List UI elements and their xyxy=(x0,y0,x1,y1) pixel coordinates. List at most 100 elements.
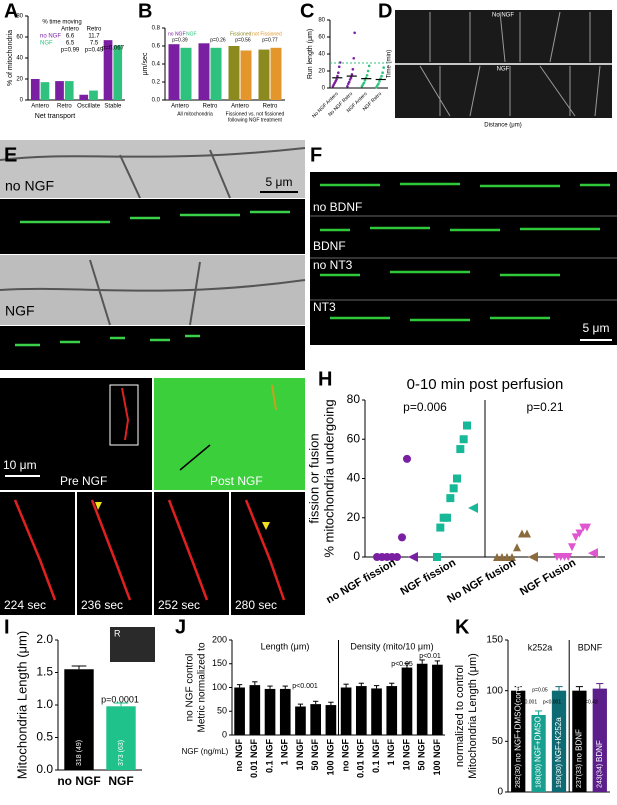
mito xyxy=(20,210,290,224)
x-tick-label: Antero xyxy=(31,104,49,110)
panel-label: I xyxy=(4,616,10,638)
group-label: k252a xyxy=(528,642,553,652)
annotation: p=0.001 xyxy=(519,699,537,705)
x-tick-label: No NGF fusion xyxy=(445,557,518,606)
annotation: 11.7 xyxy=(88,34,100,40)
bar xyxy=(355,686,367,735)
point xyxy=(337,71,340,74)
bar xyxy=(310,704,322,735)
bar xyxy=(279,688,291,735)
fluor-image xyxy=(0,326,305,370)
y-tick-label: 100 xyxy=(212,682,227,692)
n-label: 188(30) xyxy=(535,764,542,788)
point xyxy=(456,445,465,454)
y-tick-label: 200 xyxy=(212,634,227,644)
point xyxy=(568,543,576,552)
phase-image xyxy=(0,140,305,198)
y-tick-label: 80 xyxy=(318,18,325,24)
x-tick-label: Stable xyxy=(104,104,122,110)
bar xyxy=(103,40,113,100)
panel-label: E xyxy=(4,144,17,166)
mito xyxy=(271,384,277,411)
panel-label: G xyxy=(4,386,20,408)
point xyxy=(380,74,383,78)
annotation: p=0.0001 xyxy=(101,694,139,704)
annotation: p=0.43 xyxy=(582,699,598,705)
bar xyxy=(210,47,222,100)
x-tick-label: NGF fission xyxy=(398,557,458,598)
point xyxy=(337,65,341,69)
annotation: Antero xyxy=(61,27,79,33)
y-tick-label: 20 xyxy=(16,77,23,83)
point xyxy=(353,31,356,35)
neurite xyxy=(0,259,306,326)
bar xyxy=(572,690,587,792)
y-tick-label: 0 xyxy=(20,98,24,104)
bar xyxy=(249,685,261,735)
x-tick-label: 0.1 NGF xyxy=(371,739,381,774)
y-tick-label: 100 xyxy=(486,685,503,696)
bar xyxy=(79,94,89,100)
y-tick-label: 60 xyxy=(318,35,325,41)
panel-label: J xyxy=(175,616,186,638)
bar xyxy=(89,90,98,100)
divider xyxy=(310,215,617,301)
y-tick-label: 1.0 xyxy=(36,697,53,711)
bar xyxy=(30,79,40,100)
point xyxy=(403,454,411,463)
axis-label: Time (min) xyxy=(387,50,393,78)
legend-label: NGF xyxy=(40,41,53,47)
panel-label: B xyxy=(138,0,152,22)
y-tick-label: 50 xyxy=(492,736,504,747)
x-tick-label: no NGF+DMSO(control) xyxy=(513,676,522,762)
point xyxy=(336,74,339,78)
x-tick-label: no NGF xyxy=(57,774,100,788)
n-label: 373 (63) xyxy=(118,740,125,766)
y-tick-label: 50 xyxy=(217,706,227,716)
y-tick-label: 0 xyxy=(353,549,360,563)
annotation: 6.5 xyxy=(66,41,75,47)
y-tick-label: 80 xyxy=(347,392,361,406)
y-axis-label: normalized to control xyxy=(454,665,466,767)
bar xyxy=(371,688,382,735)
group-label: Fissioned vs. not fissioned xyxy=(226,111,285,117)
panel-label: A xyxy=(4,0,18,22)
kymo-label: NGF xyxy=(497,67,510,73)
y-axis-label: % of mitochondria xyxy=(7,30,14,86)
axis-label: Distance (μm) xyxy=(484,123,521,129)
image-label: no NGF xyxy=(5,178,54,194)
point xyxy=(377,82,380,86)
x-tick-label: Antero xyxy=(231,104,249,110)
inset-label: R xyxy=(114,628,121,638)
bar xyxy=(234,687,245,735)
y-axis-label: Mitochondria Length (μm) xyxy=(467,653,479,779)
bar xyxy=(258,49,270,100)
n-label: 237(33) xyxy=(576,764,583,788)
x-tick-label: 10 NGF xyxy=(401,739,411,771)
x-tick-label: NGF xyxy=(108,774,133,788)
legend-label: no NGF xyxy=(40,34,61,40)
y-tick-label: 0.8 xyxy=(152,26,161,32)
bar xyxy=(228,46,240,100)
annotation: Retro xyxy=(87,27,102,33)
x-axis-label: Net transport xyxy=(35,113,76,120)
y-tick-label: 60 xyxy=(347,431,361,445)
annotation: p=0.067 xyxy=(102,46,125,52)
y-tick-label: 0 xyxy=(497,787,503,798)
point xyxy=(349,76,353,80)
x-tick-label: no NGF xyxy=(234,739,244,772)
y-tick-label: 40 xyxy=(347,471,361,485)
bar xyxy=(264,688,276,735)
scale-label: 10 μm xyxy=(3,458,37,472)
x-tick-label: no BDNF xyxy=(575,729,584,762)
y-axis-label: no NGF control xyxy=(185,654,196,722)
point xyxy=(362,81,366,85)
x-tick-label: 1 NGF xyxy=(386,739,396,766)
point xyxy=(459,435,468,444)
n-label: 190(30) xyxy=(556,764,563,788)
annotation: p=0.05 xyxy=(532,687,548,693)
point xyxy=(352,56,356,60)
chart-title: 0-10 min post perfusion xyxy=(407,376,564,393)
fluor-image xyxy=(154,378,305,490)
legend-label: Fissioned xyxy=(230,31,252,37)
